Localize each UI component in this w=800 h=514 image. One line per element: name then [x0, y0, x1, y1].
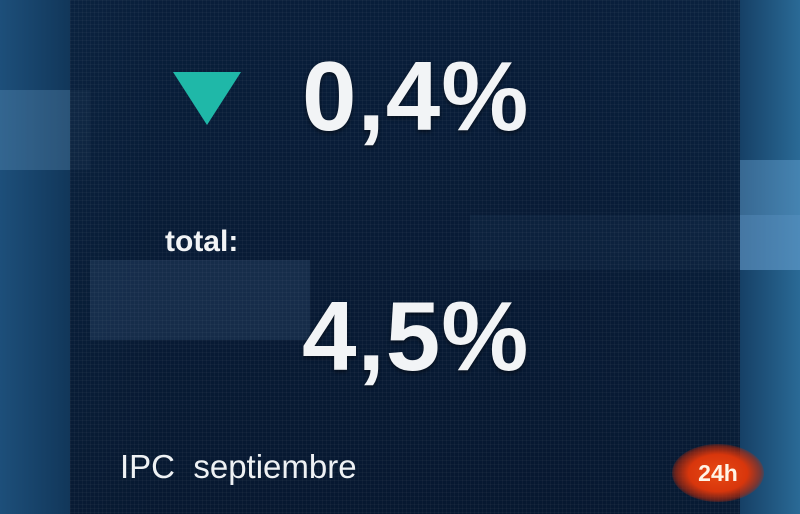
channel-logo-text: 24h — [698, 459, 738, 486]
caption: IPC septiembre — [120, 448, 357, 485]
channel-logo: 24h — [672, 444, 764, 502]
background-right-blocks-2 — [740, 160, 800, 270]
change-value: 0,4% — [302, 41, 530, 151]
background-bottom-blocks — [90, 260, 310, 340]
total-label: total: — [165, 225, 239, 258]
total-value: 4,5% — [302, 281, 530, 391]
triangle-down-icon — [173, 72, 241, 125]
